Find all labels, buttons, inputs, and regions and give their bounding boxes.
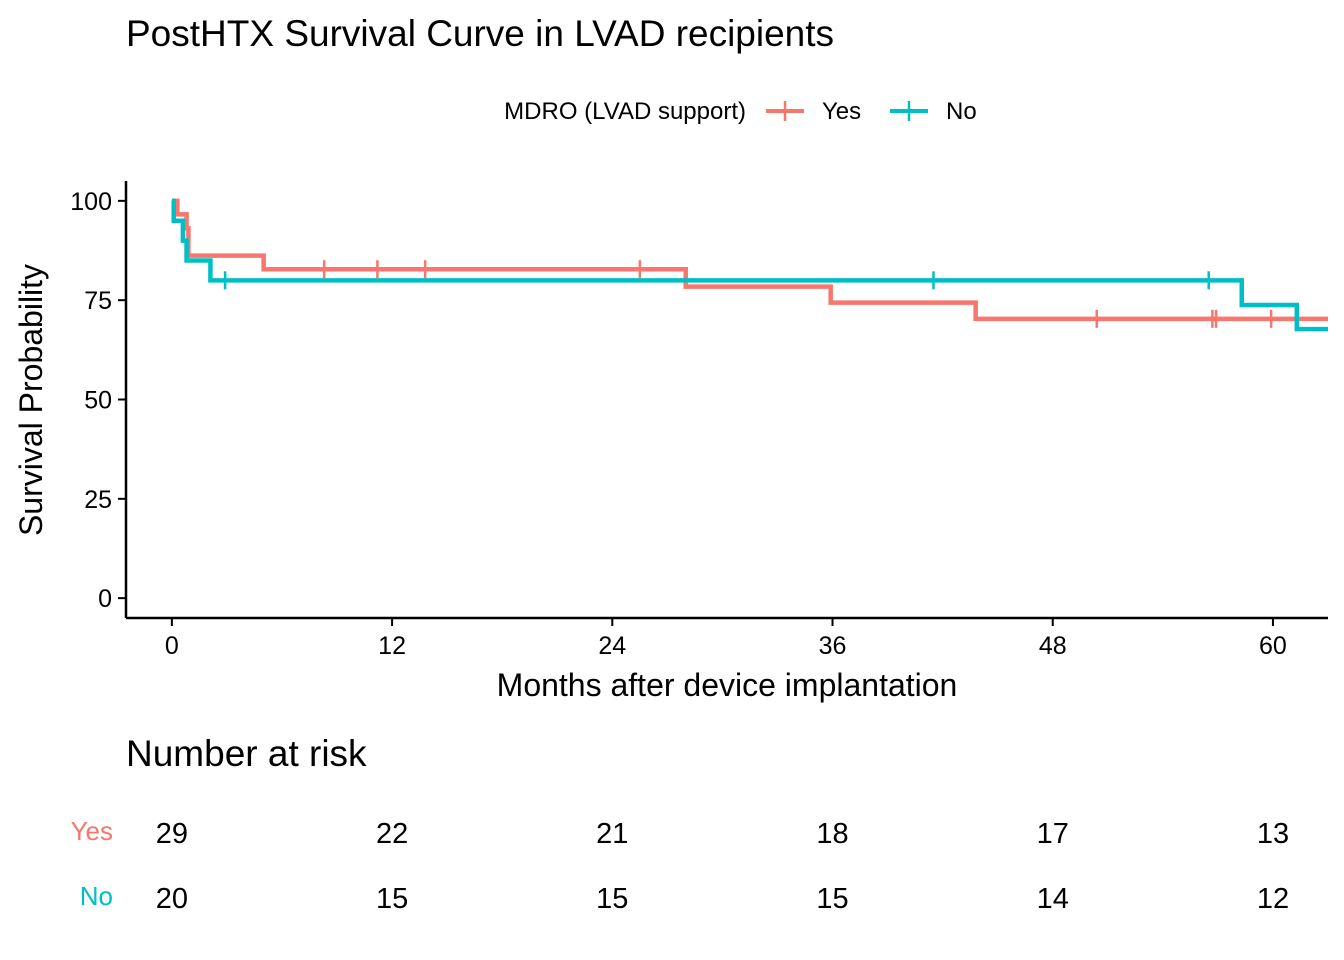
risk-count-no: 15 <box>816 883 848 915</box>
x-tick-label: 24 <box>598 632 626 660</box>
risk-count-yes: 13 <box>1257 818 1289 850</box>
x-axis-label: Months after device implantation <box>497 667 958 703</box>
y-tick-label: 25 <box>84 486 112 514</box>
y-tick-label: 50 <box>84 387 112 415</box>
y-tick-label: 0 <box>98 585 112 613</box>
legend-title: MDRO (LVAD support) <box>504 98 746 125</box>
risk-row-label-yes: Yes <box>71 816 113 846</box>
risk-table-title: Number at risk <box>126 733 367 774</box>
series-layer <box>171 198 1328 332</box>
x-tick-label: 36 <box>819 632 847 660</box>
survival-curve-no <box>171 198 1328 332</box>
risk-count-yes: 29 <box>156 818 188 850</box>
risk-table: Yes 29 22 21 18 17 13 No 20 15 15 15 14 12 <box>71 816 1290 915</box>
legend-label-no: No <box>946 98 977 125</box>
survival-curve-yes <box>171 198 1328 322</box>
risk-count-yes: 22 <box>376 818 408 850</box>
risk-count-no: 20 <box>156 883 188 915</box>
legend-key-no <box>890 101 928 121</box>
risk-row-label-no: No <box>80 881 113 911</box>
y-tick-label: 100 <box>70 188 112 216</box>
risk-count-yes: 17 <box>1037 818 1069 850</box>
legend-label-yes: Yes <box>822 98 861 125</box>
risk-count-no: 15 <box>376 883 408 915</box>
chart-title: PostHTX Survival Curve in LVAD recipient… <box>126 13 834 54</box>
x-tick-label: 12 <box>378 632 406 660</box>
risk-count-no: 15 <box>596 883 628 915</box>
risk-count-no: 14 <box>1037 883 1069 915</box>
axis-ticks: 0 25 50 75 100 0 12 24 36 48 60 <box>70 188 1287 660</box>
x-tick-label: 0 <box>165 632 179 660</box>
legend: MDRO (LVAD support) Yes No <box>504 98 977 125</box>
risk-count-yes: 21 <box>596 818 628 850</box>
y-axis-label: Survival Probability <box>13 264 49 536</box>
x-tick-label: 60 <box>1259 632 1287 660</box>
y-tick-label: 75 <box>84 287 112 315</box>
x-tick-label: 48 <box>1039 632 1067 660</box>
legend-key-yes <box>766 101 804 121</box>
risk-count-yes: 18 <box>816 818 848 850</box>
risk-count-no: 12 <box>1257 883 1289 915</box>
